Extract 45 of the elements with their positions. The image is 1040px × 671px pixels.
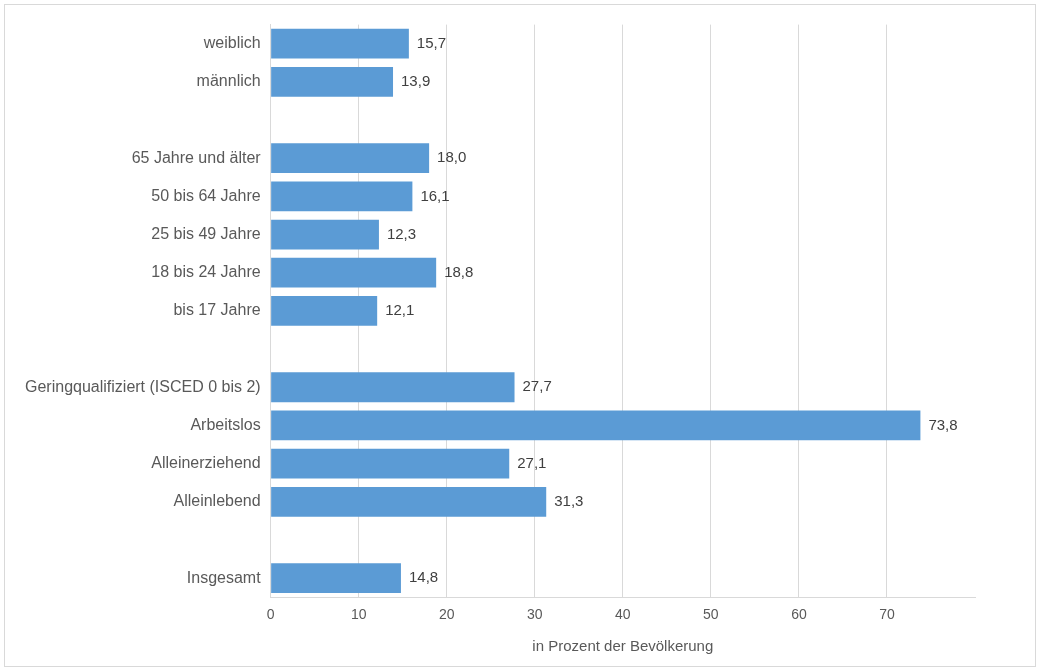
bar (271, 66, 394, 97)
bar (271, 143, 430, 174)
y-tick-label: bis 17 Jahre (173, 301, 261, 319)
y-tick-label: Alleinlebend (173, 492, 261, 510)
bar (271, 219, 379, 250)
data-label: 13,9 (401, 72, 431, 89)
data-label: 27,1 (517, 453, 547, 471)
bar (271, 563, 401, 593)
data-label: 12,3 (386, 224, 417, 242)
bar (271, 28, 409, 59)
x-tick-label: 20 (438, 606, 455, 623)
x-axis-title: in Prozent der Bevölkerung (532, 637, 714, 655)
bar (271, 410, 921, 441)
bar (271, 181, 413, 212)
y-tick-label: weiblich (202, 34, 261, 52)
data-label: 12,1 (385, 301, 415, 319)
data-label: 16,1 (420, 186, 450, 204)
y-tick-label: Arbeitslos (190, 415, 261, 433)
y-tick-label: männlich (196, 72, 261, 90)
y-tick-label: 18 bis 24 Jahre (151, 263, 261, 281)
y-tick-label: Geringqualifiziert (ISCED 0 bis 2) (25, 377, 261, 395)
y-tick-label: 50 bis 64 Jahre (151, 186, 261, 204)
y-tick-label: Alleinerziehend (151, 454, 261, 471)
x-tick-label: 0 (266, 606, 275, 623)
data-label: 15,7 (416, 33, 447, 51)
x-tick-label: 40 (615, 606, 631, 623)
data-label: 14,8 (408, 568, 439, 586)
bar (271, 486, 547, 517)
data-label: 73,8 (928, 415, 958, 433)
y-tick-label: 65 Jahre und älter (131, 148, 262, 166)
bar (271, 372, 515, 403)
x-tick-label: 70 (879, 606, 895, 623)
x-tick-label: 60 (791, 606, 807, 623)
data-label: 31,3 (554, 491, 584, 509)
x-tick-label: 10 (350, 606, 367, 623)
bar (271, 257, 437, 288)
x-tick-label: 30 (526, 606, 543, 623)
y-tick-label: 25 bis 49 Jahre (151, 224, 261, 242)
x-tick-label: 50 (703, 606, 719, 623)
data-label: 27,7 (522, 377, 552, 395)
data-label: 18,0 (437, 148, 467, 166)
bar (271, 448, 510, 479)
data-label: 18,8 (444, 262, 474, 280)
bar (271, 296, 378, 326)
y-tick-label: Insgesamt (186, 568, 262, 586)
